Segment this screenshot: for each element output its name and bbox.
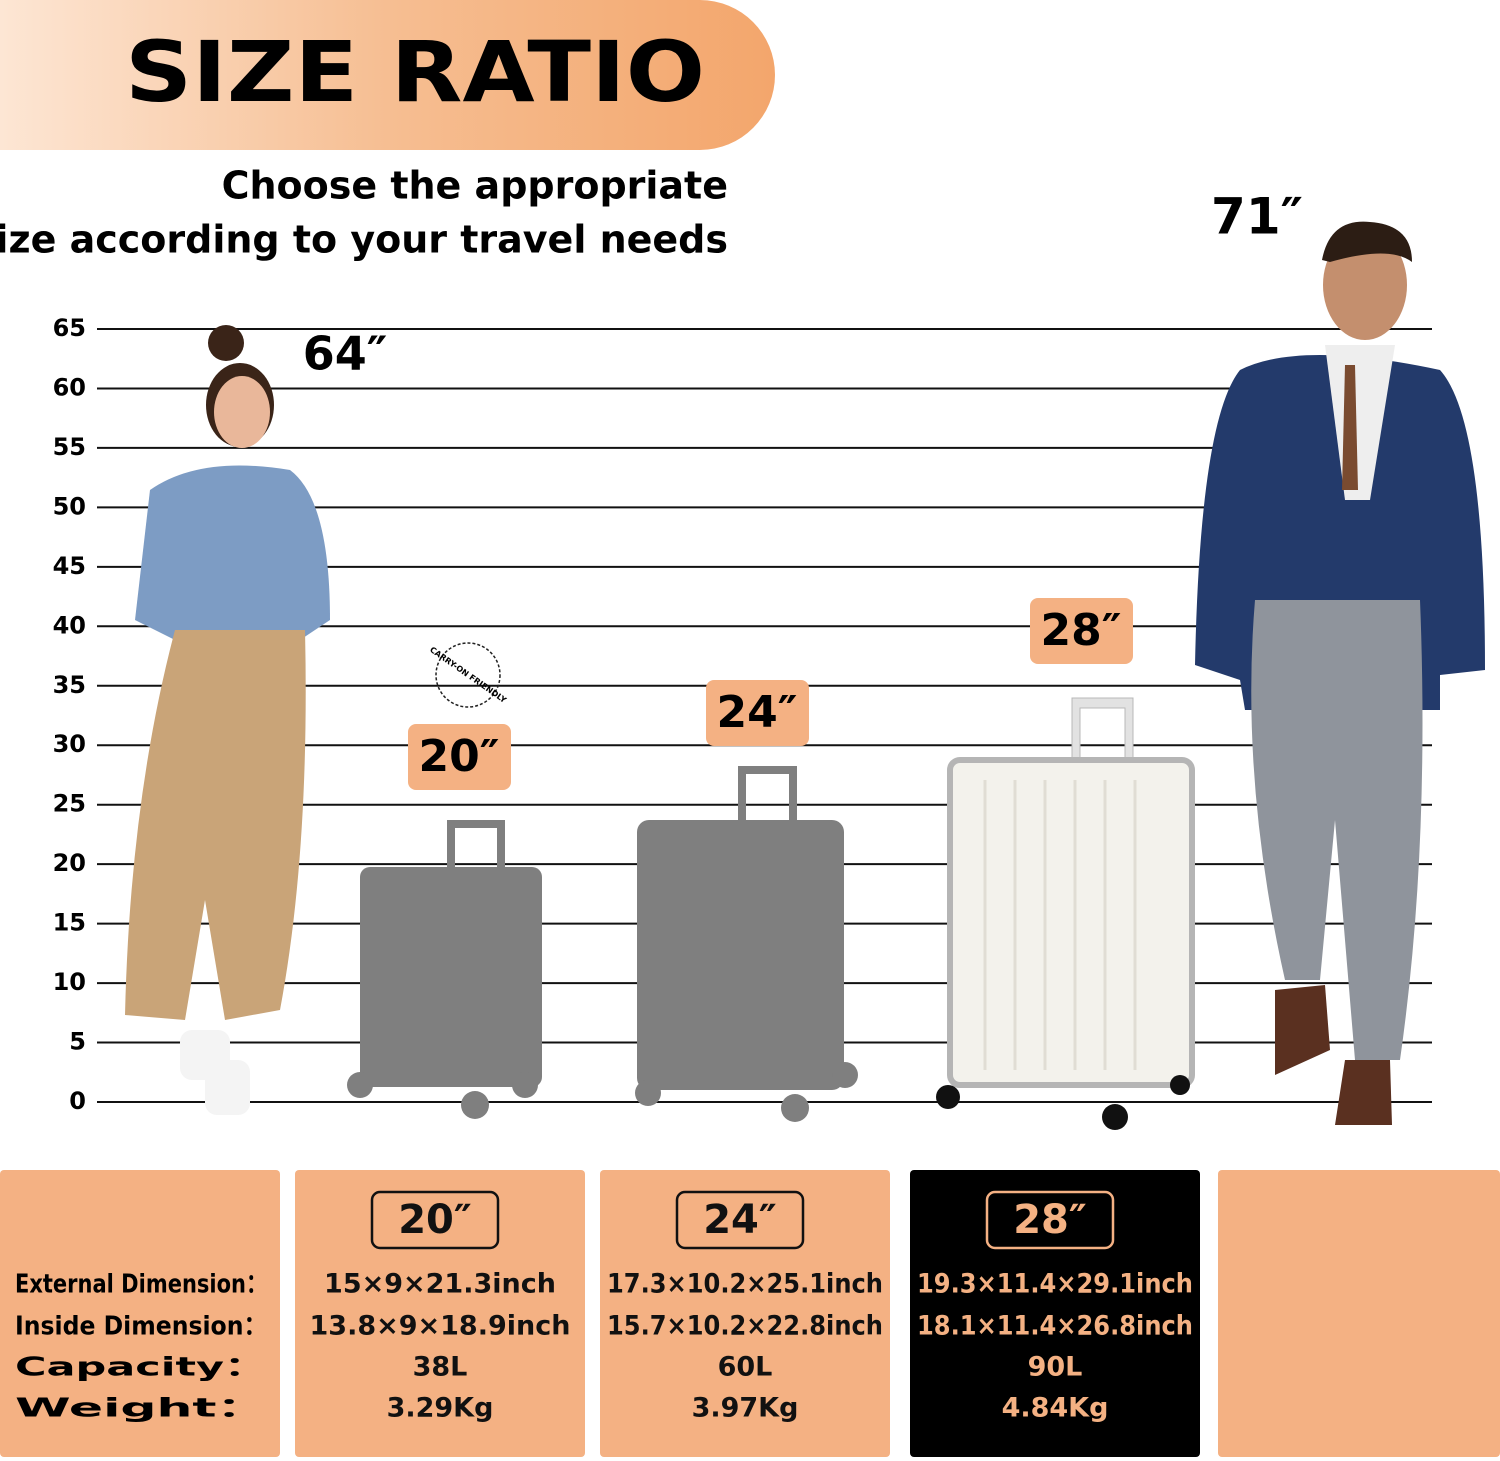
cell-value: 60L [718, 1352, 773, 1383]
woman-figure [125, 325, 330, 1115]
subtitle: Choose the appropriate [222, 164, 728, 208]
table-panel [600, 1170, 890, 1457]
size-badge [985, 1190, 1115, 1250]
suitcase-20 [347, 820, 542, 1119]
scale-label: 35 [53, 671, 86, 699]
scale-label: 20 [53, 849, 86, 877]
cell-value: 90L [1028, 1352, 1083, 1383]
scale-label: 55 [53, 433, 86, 461]
size-badge-label: 20″ [398, 1197, 472, 1243]
cell-value: 3.97Kg [692, 1393, 799, 1424]
height-label: 64″ [303, 327, 388, 381]
scale-label: 45 [53, 552, 86, 580]
cell-value: 17.3×10.2×25.1inch [607, 1269, 883, 1300]
size-label: 28″ [1041, 605, 1122, 656]
scale-label: 25 [53, 790, 86, 818]
carry-on-badge: CARRY-ON FRIENDLY [428, 642, 508, 708]
scale-label: 50 [53, 492, 86, 520]
scale-label: 40 [53, 611, 86, 639]
table-panel [1218, 1170, 1500, 1457]
man-figure [1195, 221, 1485, 1125]
size-label: 24″ [717, 687, 798, 738]
row-label: External Dimension： [15, 1270, 267, 1300]
size-badge-label: 24″ [703, 1197, 777, 1243]
cell-value: 15.7×10.2×22.8inch [607, 1311, 883, 1342]
table-panel [295, 1170, 585, 1457]
suitcase-24 [635, 766, 858, 1122]
table-panel [910, 1170, 1200, 1457]
cell-value: 19.3×11.4×29.1inch [917, 1269, 1193, 1300]
size-tag [408, 724, 511, 790]
cell-value: 4.84Kg [1002, 1393, 1109, 1424]
scale-label: 65 [53, 314, 86, 342]
scale-label: 15 [53, 909, 86, 937]
header-banner [0, 0, 775, 150]
row-label: Inside Dimension： [15, 1312, 267, 1342]
cell-value: 15×9×21.3inch [324, 1269, 556, 1300]
suitcase-28 [936, 697, 1195, 1130]
size-tag [706, 680, 809, 746]
scale-label: 5 [69, 1028, 86, 1056]
table-panel [0, 1170, 280, 1457]
size-label: 20″ [419, 731, 500, 782]
cell-value: 18.1×11.4×26.8inch [917, 1311, 1193, 1342]
row-label: Capacity： [15, 1353, 267, 1383]
badge-text: CARRY-ON FRIENDLY [428, 645, 508, 705]
scale-label: 60 [53, 373, 86, 401]
subtitle: size according to your travel needs [0, 218, 728, 262]
size-badge-label: 28″ [1013, 1197, 1087, 1243]
size-tag [1030, 598, 1133, 664]
scale-label: 0 [69, 1087, 86, 1115]
height-label: 71″ [1211, 188, 1303, 246]
size-badge [675, 1190, 805, 1250]
size-badge [370, 1190, 500, 1250]
cell-value: 38L [413, 1352, 468, 1383]
cell-value: 3.29Kg [387, 1393, 494, 1424]
scale-label: 10 [53, 968, 86, 996]
scale-label: 30 [53, 730, 86, 758]
row-label: Weight： [15, 1394, 267, 1424]
cell-value: 13.8×9×18.9inch [310, 1311, 571, 1342]
title: SIZE RATIO [125, 23, 705, 121]
